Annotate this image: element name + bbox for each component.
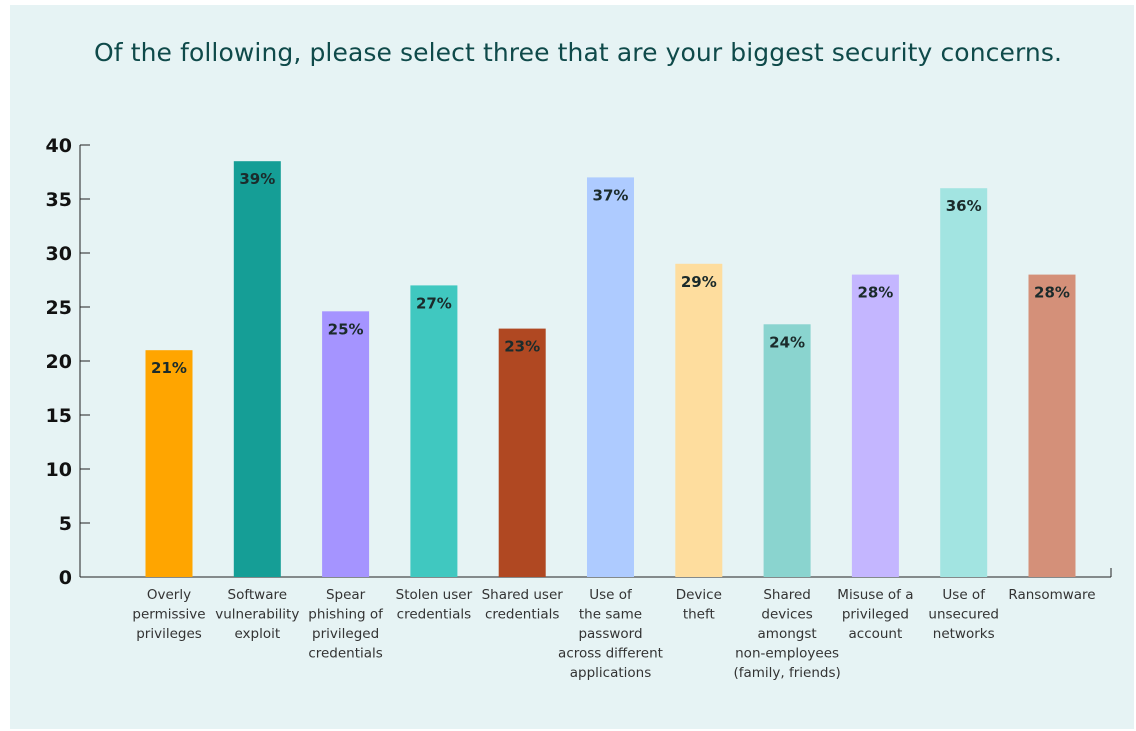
bar-data-label: 23% <box>504 338 540 356</box>
bar-data-label: 25% <box>328 320 364 338</box>
x-category-label: Use of unsecured networks <box>928 587 999 642</box>
bar <box>498 328 546 577</box>
bar <box>851 274 899 577</box>
x-category-label: Spear phishing of privileged credentials <box>308 587 384 662</box>
bar <box>145 350 193 577</box>
bar-data-label: 27% <box>416 294 452 312</box>
bar-data-label: 37% <box>593 186 629 204</box>
y-tick-label: 20 <box>46 351 72 373</box>
bar <box>1028 274 1076 577</box>
bar <box>763 324 811 577</box>
bar-data-label: 28% <box>1034 284 1070 302</box>
bar <box>587 177 634 577</box>
x-category-label: Overly permissive privileges <box>132 587 205 642</box>
x-category-label: Shared user credentials <box>482 587 564 623</box>
bar-data-label: 24% <box>769 333 805 351</box>
y-tick-label: 5 <box>59 513 72 535</box>
bar <box>322 311 370 577</box>
bar-data-label: 39% <box>239 170 275 188</box>
bar <box>940 188 988 577</box>
y-tick-label: 40 <box>46 135 72 157</box>
bar <box>675 263 723 577</box>
x-category-label: Device theft <box>676 587 722 623</box>
x-category-label: Stolen user credentials <box>396 587 473 623</box>
y-tick-label: 35 <box>46 189 72 211</box>
bar-data-label: 21% <box>151 359 187 377</box>
x-category-label: Misuse of a privileged account <box>837 587 913 642</box>
bar-data-label: 29% <box>681 273 717 291</box>
y-tick-label: 10 <box>46 459 72 481</box>
y-tick-label: 15 <box>46 405 72 427</box>
x-category-label: Ransomware <box>1008 587 1095 603</box>
x-category-label: Use of the same password across different ap… <box>558 587 663 681</box>
bar <box>410 285 458 577</box>
chart-title: Of the following, please select three th… <box>93 38 1063 67</box>
y-tick-label: 30 <box>46 243 72 265</box>
bar <box>233 161 281 577</box>
x-category-label: Software vulnerability exploit <box>215 587 299 642</box>
y-tick-label: 25 <box>46 297 72 319</box>
bar-data-label: 36% <box>946 197 982 215</box>
x-category-label: Shared devices amongst non-employees (family… <box>733 587 840 681</box>
y-tick-label: 0 <box>59 567 72 589</box>
bar-data-label: 28% <box>857 284 893 302</box>
